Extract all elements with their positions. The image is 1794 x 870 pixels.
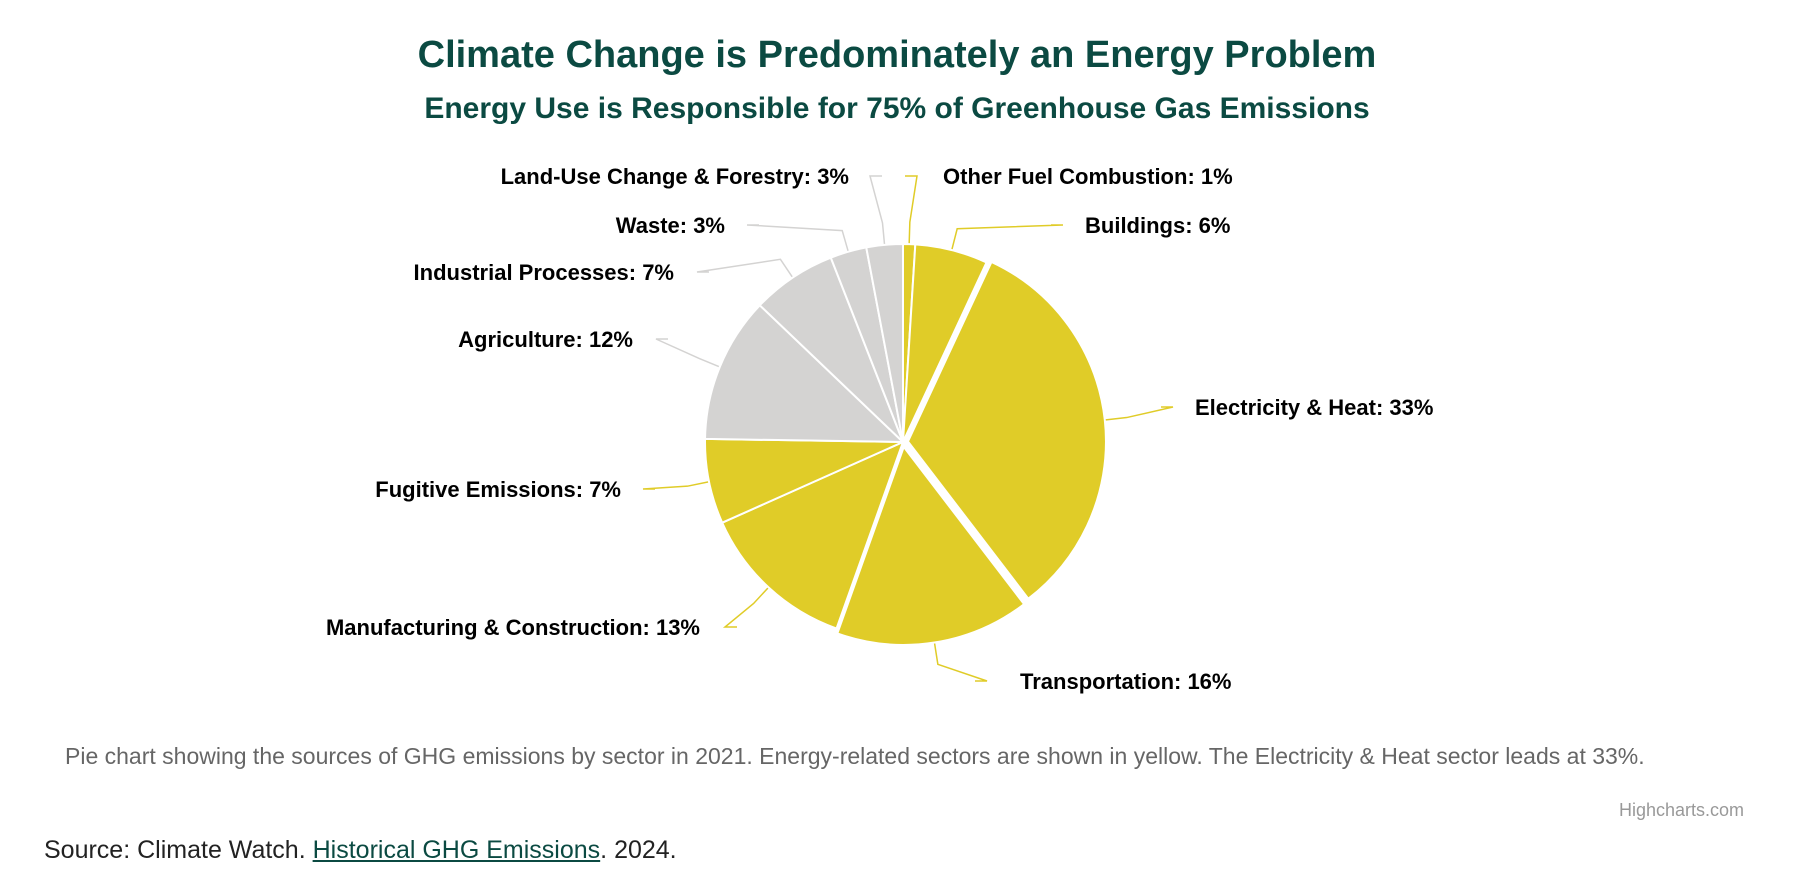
connector-line — [655, 338, 721, 368]
data-label: Buildings: 6% — [1085, 213, 1230, 238]
connector-line — [905, 175, 918, 245]
pie-slice-buildings[interactable] — [902, 243, 988, 443]
connector-line — [933, 642, 988, 682]
data-label: Transportation: 16% — [1020, 669, 1231, 694]
chart-title: Climate Change is Predominately an Energ… — [417, 34, 1377, 76]
connector-line — [951, 224, 1064, 251]
data-label: Land-Use Change & Forestry: 3% — [501, 164, 849, 189]
source-suffix: . 2024. — [600, 836, 677, 864]
data-label: Electricity & Heat: 33% — [1195, 395, 1433, 420]
chart-description: Pie chart showing the sources of GHG emi… — [65, 743, 1645, 769]
pie-slice-agriculture[interactable] — [704, 304, 904, 443]
pie-slice-land-use-change-forestry[interactable] — [865, 243, 904, 443]
connector-line — [746, 224, 850, 252]
source-prefix: Source: Climate Watch. — [44, 836, 313, 864]
data-label: Fugitive Emissions: 7% — [375, 477, 621, 502]
highcharts-credits[interactable]: Highcharts.com — [1618, 800, 1744, 820]
connector-line — [869, 175, 886, 245]
pie-slice-transportation[interactable] — [836, 445, 1026, 646]
source-link[interactable]: Historical GHG Emissions — [312, 836, 601, 864]
connector-line — [1104, 406, 1174, 421]
data-label: Waste: 3% — [616, 213, 725, 238]
data-label: Manufacturing & Construction: 13% — [326, 615, 700, 640]
data-label: Agriculture: 12% — [458, 327, 633, 352]
pie-slice-electricity-heat[interactable] — [906, 260, 1107, 600]
pie-slice-manufacturing-construction[interactable] — [721, 441, 904, 630]
data-label: Other Fuel Combustion: 1% — [943, 164, 1233, 189]
pie-chart: Other Fuel Combustion: 1% Buildings: 6% El… — [326, 164, 1433, 694]
connector-line — [722, 586, 770, 628]
chart-container: Climate Change is Predominately an Energ… — [65, 34, 1744, 820]
data-label: Industrial Processes: 7% — [414, 260, 674, 285]
source-line: Source: Climate Watch. Historical GHG Em… — [44, 836, 677, 865]
chart-subtitle: Energy Use is Responsible for 75% of Gre… — [424, 92, 1370, 125]
connector-line — [642, 481, 710, 490]
connector-line — [696, 258, 794, 279]
